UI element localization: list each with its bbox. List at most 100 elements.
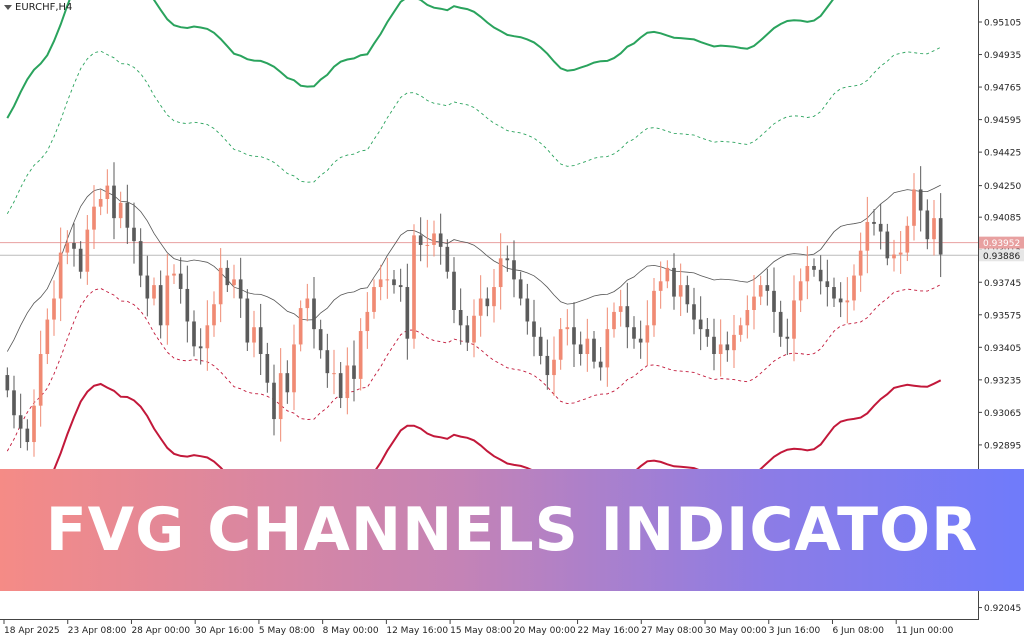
banner-title: FVG CHANNELS INDICATOR	[45, 495, 979, 565]
time-tick-label: 28 Apr 00:00	[131, 626, 190, 636]
candle-body	[792, 300, 796, 339]
candle-body	[912, 189, 916, 226]
candle-body	[725, 344, 730, 351]
candle-body	[65, 243, 70, 253]
candle-body	[518, 279, 523, 299]
candle-body	[378, 279, 383, 288]
symbol-label[interactable]: EURCHF,H4	[4, 2, 72, 13]
candle-body	[638, 338, 643, 343]
candle-body	[858, 250, 863, 276]
candle-body	[38, 354, 43, 406]
candle-body	[218, 267, 223, 305]
time-tick-label: 15 May 08:00	[450, 626, 512, 636]
candle-body	[292, 344, 296, 393]
candle-body	[665, 267, 670, 282]
candle-body	[758, 285, 763, 297]
candle-body	[785, 336, 790, 339]
candle-body	[825, 281, 830, 288]
price-tick-label: 0.94250	[984, 182, 1021, 192]
bid-price-tag	[979, 236, 1024, 249]
candle-body	[918, 189, 923, 211]
candle-body	[192, 321, 196, 347]
price-tick-label: 0.93575	[984, 311, 1021, 321]
candle-body	[698, 319, 703, 330]
candle-body	[125, 202, 130, 228]
candle-body	[205, 325, 210, 349]
candle-body	[618, 306, 623, 312]
time-tick-label: 30 May 00:00	[705, 626, 767, 636]
time-tick-label: 22 May 16:00	[578, 626, 640, 636]
current-price-tag	[979, 249, 1024, 262]
candle-body	[672, 267, 676, 297]
candle-body	[645, 325, 650, 343]
candle-body	[552, 359, 556, 376]
candle-body	[338, 373, 343, 399]
candle-body	[572, 327, 576, 345]
candle-body	[78, 248, 83, 272]
candle-body	[558, 329, 563, 360]
candle-body	[612, 311, 616, 330]
candle-body	[18, 415, 23, 429]
candle-body	[238, 279, 243, 299]
price-tick-label: 0.93065	[984, 409, 1021, 419]
candle-body	[418, 235, 423, 245]
candle-body	[272, 382, 276, 420]
candle-body	[358, 331, 363, 379]
time-tick-label: 27 May 08:00	[641, 626, 703, 636]
candle-body	[938, 218, 943, 255]
time-tick-label: 18 Apr 2025	[4, 626, 60, 636]
candle-body	[865, 221, 870, 251]
candle-body	[392, 279, 396, 286]
candle-body	[245, 298, 250, 343]
candle-body	[838, 298, 843, 303]
candle-body	[145, 275, 150, 299]
time-tick-label: 5 May 08:00	[259, 626, 315, 636]
candle-body	[312, 298, 316, 330]
candle-body	[178, 273, 183, 289]
candle-body	[58, 252, 63, 299]
candle-body	[818, 269, 823, 282]
candle-body	[892, 254, 896, 259]
candle-body	[452, 271, 456, 310]
candle-body	[905, 225, 910, 253]
candle-body	[405, 287, 410, 339]
time-tick-label: 23 Apr 08:00	[68, 626, 127, 636]
candle-body	[132, 227, 136, 242]
price-tick-label: 0.92045	[984, 604, 1021, 614]
candle-body	[212, 304, 216, 326]
candle-body	[298, 308, 303, 345]
candle-body	[805, 265, 810, 282]
candle-body	[538, 336, 543, 356]
candle-body	[152, 285, 156, 299]
price-tick-label: 0.94425	[984, 149, 1021, 159]
candle-body	[925, 210, 930, 240]
dropdown-triangle-icon[interactable]	[4, 5, 12, 10]
candle-body	[5, 375, 10, 391]
candle-body	[778, 311, 783, 337]
middle-band-line	[6, 184, 941, 352]
candle-body	[485, 298, 490, 307]
candle-body	[318, 329, 323, 351]
candle-body	[32, 405, 36, 443]
candle-body	[578, 344, 583, 355]
bid-price-tag-label: 0.93952	[983, 239, 1020, 249]
price-tick-label: 0.94935	[984, 51, 1021, 61]
candle-body	[332, 373, 336, 375]
candle-body	[872, 221, 876, 224]
price-tick-label: 0.92895	[984, 441, 1021, 451]
price-tick-label: 0.95105	[984, 19, 1021, 29]
candle-body	[185, 288, 190, 322]
candle-body	[498, 258, 503, 288]
candle-body	[72, 243, 76, 249]
time-tick-label: 3 Jun 16:00	[769, 626, 821, 636]
candle-body	[478, 298, 483, 316]
candle-body	[565, 327, 570, 330]
candle-body	[345, 365, 350, 399]
candle-body	[158, 285, 163, 326]
candle-body	[98, 199, 103, 207]
lower-outer-band-line	[6, 379, 942, 548]
candle-body	[585, 338, 590, 355]
candle-body	[172, 273, 176, 276]
candle-body	[305, 298, 310, 309]
candle-body	[692, 304, 696, 320]
